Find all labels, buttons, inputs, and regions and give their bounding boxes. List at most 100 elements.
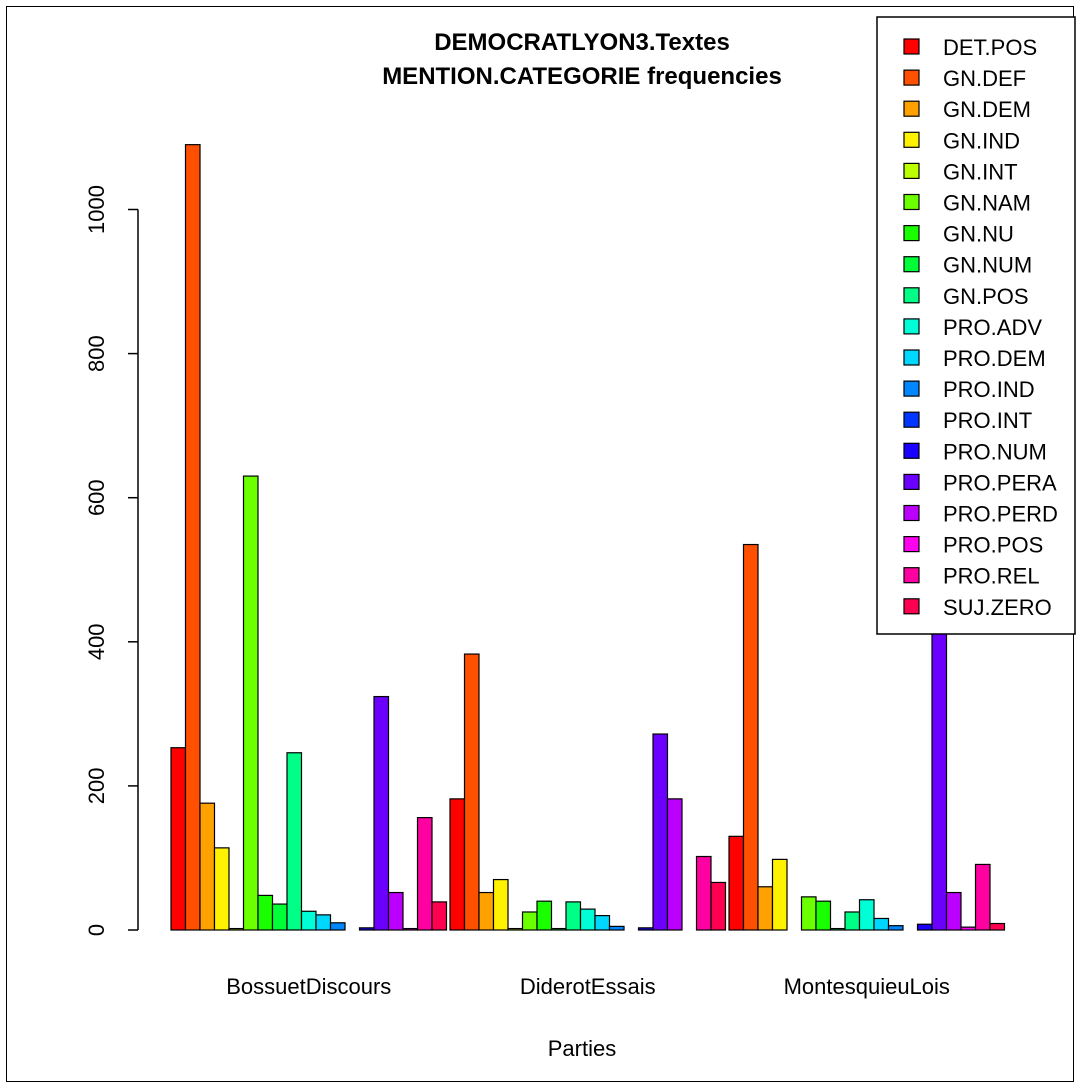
legend-swatch (903, 473, 920, 490)
y-axis: 0 200 400 600 800 1000 (84, 185, 139, 936)
bar-pro-adv-montesquieulois (858, 899, 875, 931)
bar-gn-num-diderotessais (550, 927, 567, 931)
y-tick-label: 600 (84, 479, 109, 516)
bar-det-pos-montesquieulois (728, 835, 745, 931)
legend: DET.POS GN.DEF GN.DEM GN.IND GN.INT GN.NAM GN.… (876, 16, 1076, 635)
legend-swatch (903, 100, 920, 117)
bar-gn-ind-diderotessais (492, 878, 509, 931)
bar-pro-pera-montesquieulois (931, 624, 948, 931)
bar-gn-int-bossuetdiscours (228, 927, 245, 931)
bar-gn-num-bossuetdiscours (271, 903, 288, 931)
legend-swatch (903, 131, 920, 148)
legend-label: GN.DEF (943, 66, 1026, 91)
legend-label: DET.POS (943, 35, 1037, 60)
legend-swatch (903, 162, 920, 179)
legend-swatch (903, 535, 920, 553)
legend-swatch (903, 38, 920, 55)
legend-label: GN.IND (943, 128, 1020, 153)
bar-gn-pos-diderotessais (565, 901, 582, 931)
legend-label: PRO.POS (943, 533, 1043, 558)
bar-pro-perd-bossuetdiscours (387, 891, 404, 931)
bar-pro-pos-bossuetdiscours (402, 927, 419, 931)
bar-pro-pera-diderotessais (652, 733, 669, 931)
bar-gn-ind-bossuetdiscours (213, 847, 230, 931)
legend-swatch (903, 380, 920, 397)
legend-swatch (903, 567, 920, 584)
legend-swatch (903, 318, 920, 335)
bar-gn-int-diderotessais (507, 927, 524, 931)
legend-swatch (903, 442, 920, 459)
bar-pro-dem-diderotessais (594, 914, 611, 931)
legend-label: PRO.PERA (943, 470, 1057, 495)
bar-gn-nam-montesquieulois (800, 896, 817, 931)
legend-swatch (903, 504, 920, 522)
bar-pro-rel-diderotessais (695, 855, 712, 931)
legend-label: PRO.NUM (943, 439, 1047, 464)
bar-gn-pos-bossuetdiscours (286, 752, 303, 931)
bars (170, 144, 1006, 931)
bar-pro-perd-montesquieulois (945, 891, 962, 931)
bar-gn-def-bossuetdiscours (184, 144, 201, 931)
bar-pro-pos-montesquieulois (960, 926, 977, 931)
bar-gn-dem-montesquieulois (757, 886, 774, 931)
legend-swatch (903, 598, 920, 615)
bar-gn-nam-bossuetdiscours (242, 475, 259, 931)
legend-label: GN.NU (943, 222, 1014, 247)
bar-suj-zero-bossuetdiscours (431, 901, 448, 931)
legend-swatch (903, 287, 920, 304)
legend-label: PRO.INT (943, 408, 1032, 433)
x-category-label: BossuetDiscours (226, 974, 391, 999)
bar-gn-nu-bossuetdiscours (257, 894, 274, 931)
legend-label: PRO.ADV (943, 315, 1042, 340)
legend-label: GN.INT (943, 159, 1018, 184)
y-tick-label: 1000 (84, 185, 109, 234)
y-tick-label: 400 (84, 623, 109, 660)
bar-pro-dem-montesquieulois (873, 917, 890, 931)
legend-swatch (903, 256, 920, 273)
bar-gn-nu-montesquieulois (815, 900, 832, 931)
bar-gn-dem-diderotessais (478, 891, 495, 931)
bar-gn-ind-montesquieulois (771, 858, 788, 931)
y-tick-label: 200 (84, 768, 109, 805)
bar-pro-pera-bossuetdiscours (373, 695, 390, 931)
y-tick-label: 0 (84, 924, 109, 936)
bar-suj-zero-montesquieulois (989, 922, 1006, 931)
bar-gn-num-montesquieulois (829, 927, 846, 931)
legend-label: GN.POS (943, 284, 1029, 309)
bar-pro-dem-bossuetdiscours (315, 914, 332, 931)
x-category-label: DiderotEssais (520, 974, 656, 999)
legend-label: GN.NUM (943, 253, 1032, 278)
bar-gn-dem-bossuetdiscours (199, 802, 216, 931)
bar-pro-ind-bossuetdiscours (329, 922, 346, 931)
bar-suj-zero-diderotessais (710, 881, 727, 931)
bar-det-pos-diderotessais (449, 798, 466, 931)
legend-label: PRO.IND (943, 377, 1035, 402)
legend-label: SUJ.ZERO (943, 595, 1052, 620)
legend-label: GN.DEM (943, 97, 1031, 122)
bar-pro-ind-diderotessais (608, 925, 625, 931)
legend-label: PRO.DEM (943, 346, 1046, 371)
bar-gn-def-diderotessais (463, 653, 480, 931)
bar-gn-def-montesquieulois (742, 543, 759, 931)
chart-title-line: DEMOCRATLYON3.Textes (434, 29, 730, 56)
legend-label: GN.NAM (943, 191, 1031, 216)
bar-pro-ind-montesquieulois (887, 925, 904, 931)
legend-swatch (903, 349, 920, 366)
bar-gn-nam-diderotessais (521, 911, 538, 931)
legend-swatch (903, 69, 920, 86)
bar-gn-pos-montesquieulois (844, 911, 861, 931)
bar-det-pos-bossuetdiscours (170, 747, 187, 931)
bar-pro-num-diderotessais (637, 927, 654, 931)
legend-swatch (903, 411, 920, 428)
x-category-label: MontesquieuLois (784, 974, 950, 999)
legend-label: PRO.PERD (943, 502, 1058, 527)
bar-pro-rel-montesquieulois (974, 863, 991, 931)
bar-pro-adv-diderotessais (579, 908, 596, 931)
bar-pro-rel-bossuetdiscours (416, 817, 433, 931)
bar-pro-num-montesquieulois (916, 923, 933, 931)
bar-pro-adv-bossuetdiscours (300, 910, 317, 931)
chart-title-line: MENTION.CATEGORIE frequencies (382, 63, 782, 90)
legend-label: PRO.REL (943, 564, 1040, 589)
legend-swatch (903, 193, 920, 211)
